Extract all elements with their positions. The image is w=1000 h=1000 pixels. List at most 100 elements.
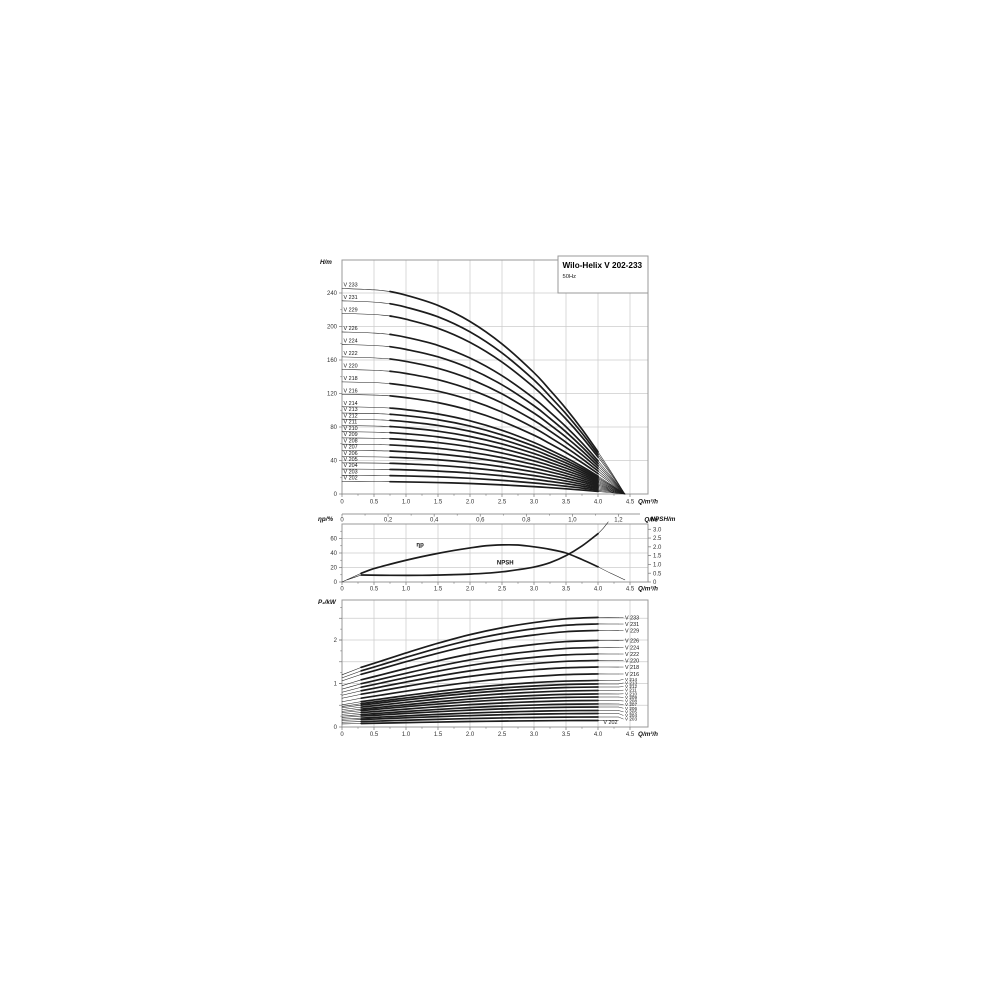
npsh-curve	[360, 532, 599, 577]
label-leader	[618, 713, 624, 716]
power-curve-thin-start	[341, 703, 362, 707]
power-curve	[360, 673, 599, 700]
power-curve	[360, 703, 599, 716]
label-leader	[618, 706, 624, 709]
power-curve	[360, 686, 599, 706]
y-tick-label: 120	[327, 392, 338, 398]
head-series-label: V 204	[344, 463, 358, 469]
head-series-label: V 222	[344, 351, 358, 357]
power-curve-thin-start	[341, 667, 362, 676]
y-tick-label: 1	[334, 682, 338, 688]
y-right-tick-label: 1.0	[653, 563, 662, 569]
head-series-label: V 209	[344, 432, 358, 438]
head-curve-thin-start	[341, 300, 391, 304]
power-curve	[360, 666, 599, 696]
head-curve-thin-start	[341, 443, 391, 446]
y-left-tick-label: 60	[330, 537, 337, 543]
y-right-tick-label: 1.5	[653, 554, 662, 560]
head-curve	[389, 480, 599, 493]
head-series-label: V 224	[344, 339, 358, 345]
power-curve-thin-start	[341, 712, 362, 715]
x-tick-label: 0	[340, 500, 344, 506]
flow-axis-unit-mid: Q/m³/h	[638, 586, 658, 593]
power-curve-thin-start	[341, 719, 362, 721]
npsh-curve-label: NPSH	[497, 560, 514, 566]
power-series-label: V 214	[625, 677, 637, 682]
x-tick-label: 0.5	[370, 732, 379, 738]
y-left-tick-label: 40	[330, 551, 337, 557]
head-series-label: V 233	[344, 283, 358, 289]
power-series-label: V 208	[625, 699, 637, 704]
head-series-label: V 214	[344, 401, 358, 407]
head-curve-thin-start	[341, 312, 391, 317]
power-series-label: V 233	[625, 616, 639, 622]
power-curve	[360, 653, 599, 689]
power-curve	[360, 623, 599, 672]
power-curve	[360, 716, 599, 723]
x-tick-label: 4.5	[626, 587, 635, 593]
head-curve-thin-end	[597, 451, 626, 495]
head-curve	[389, 456, 599, 488]
power-series-label: V 226	[625, 639, 639, 645]
head-curve	[389, 333, 599, 462]
x-tick-label: 1.5	[434, 500, 443, 506]
head-axis-unit: H/m	[320, 259, 332, 266]
x-tick-label: 4.0	[594, 587, 603, 593]
y-right-tick-label: 0	[653, 580, 657, 586]
power-chart: 0 1 2 0 0.5 1.0 1.5 2.0 2.5 3.0 3.5 4.0 4.5 V 202 V 20…	[334, 599, 649, 738]
head-curve	[389, 290, 599, 453]
x-tick-label: 0	[340, 587, 344, 593]
head-curve-thin-start	[341, 344, 391, 347]
flow-axis-unit-power: Q/m³/h	[638, 731, 658, 738]
power-curve	[360, 706, 599, 717]
power-series-label: V 229	[625, 629, 639, 635]
power-series-label: V 209	[625, 695, 637, 700]
power-series-label: V 205	[625, 709, 637, 714]
x-tick-label: 3.5	[562, 732, 571, 738]
x-tick-label: 2.5	[498, 587, 507, 593]
power-curve	[360, 639, 599, 681]
y-right-tick-label: 3.0	[653, 527, 662, 533]
head-chart: 0 40 80 120 160 200 240 0 0.5 1.0 1.5 2.0 2.5 3.0 3.5 4…	[327, 259, 649, 524]
head-series-label: V 226	[344, 326, 358, 332]
x-tick-label: 0.5	[370, 500, 379, 506]
head-curve	[389, 431, 599, 483]
head-series-label: V 208	[344, 438, 358, 444]
x-tick-label: 4.5	[626, 500, 635, 506]
y-left-tick-label: 20	[330, 566, 337, 572]
power-curve-thin-start	[341, 706, 362, 710]
efficiency-curve-thin	[341, 573, 362, 583]
power-series-label: V 212	[625, 684, 637, 689]
x-tick-label: 4.0	[594, 500, 603, 506]
power-curve	[360, 719, 599, 725]
x-tick-label: 1.0	[402, 732, 411, 738]
head-curve	[389, 394, 599, 475]
x2-tick-label: 1,2	[614, 518, 623, 524]
power-series-label: V 204	[625, 713, 637, 718]
head-series-label: V 205	[344, 457, 358, 463]
power-series-label-inside: V 202	[603, 720, 617, 726]
head-curve-thin-start	[341, 381, 391, 384]
chart-title: Wilo-Helix V 202-233	[563, 261, 643, 270]
label-leader	[618, 703, 624, 705]
head-curve	[389, 345, 599, 465]
power-curve	[360, 646, 599, 685]
power-curve	[360, 712, 599, 721]
flow-axis-unit-ls: Q/l/s	[644, 517, 658, 524]
x-tick-label: 1.5	[434, 732, 443, 738]
power-curve	[360, 616, 599, 669]
x2-tick-label: 0	[340, 518, 344, 524]
head-curve-thin-start	[341, 425, 391, 427]
power-series-label: V 216	[625, 672, 639, 678]
npsh-curve-thin	[346, 574, 362, 581]
head-curve	[389, 425, 599, 481]
y-tick-label: 80	[330, 425, 337, 431]
power-curve-thin-start	[341, 717, 362, 720]
head-series-label: V 213	[344, 407, 358, 413]
x2-tick-label: 0,4	[430, 518, 439, 524]
head-curve	[389, 468, 599, 490]
y-right-tick-label: 0.5	[653, 571, 662, 577]
x-tick-label: 2.0	[466, 500, 475, 506]
